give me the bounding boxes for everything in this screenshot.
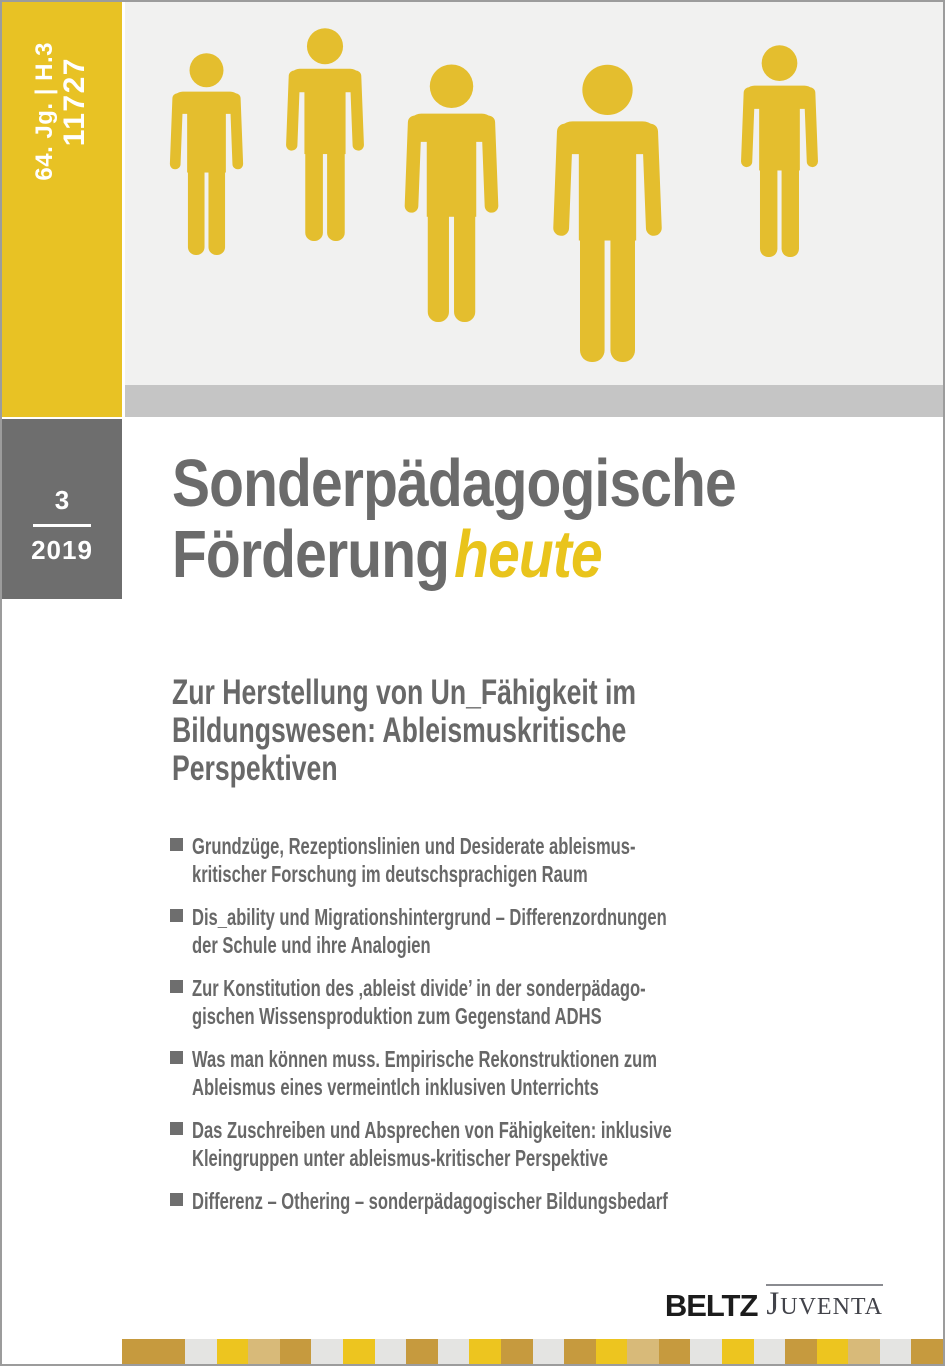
contents-item-line: Kleingruppen unter ableismus-kritischer … <box>192 1145 608 1171</box>
contents-item-text: Grundzüge, Rezeptionslinien und Desidera… <box>192 832 672 888</box>
square-bullet-icon <box>170 1051 183 1064</box>
issue-divider-line <box>33 524 91 527</box>
contents-item-text: Was man können muss. Empirische Rekonstr… <box>192 1045 672 1101</box>
article-title-line3: Perspektiven <box>172 749 338 788</box>
issue-year: 2019 <box>31 535 93 565</box>
contents-item-text: Dis_ability und Migrationshintergrund – … <box>192 903 672 959</box>
journal-title-word: Förderung <box>172 517 450 592</box>
contents-item-line: Dis_ability und Migrationshintergrund – … <box>192 904 667 930</box>
issue-box: 3 2019 <box>2 419 122 599</box>
stripe-segment <box>879 1339 912 1364</box>
stripe-segment <box>627 1339 659 1364</box>
person-icon <box>738 44 821 257</box>
footer-stripe <box>122 1339 944 1364</box>
person-icon <box>549 63 666 362</box>
journal-title-accent: heute <box>454 517 602 592</box>
stripe-segment <box>500 1339 533 1364</box>
square-bullet-icon <box>170 1122 183 1135</box>
contents-item-text: Zur Konstitution des ‚ableist divide’ in… <box>192 974 672 1030</box>
article-title-line1: Zur Herstellung von Un_Fähigkeit im <box>172 673 637 712</box>
juventa-initial: J <box>766 1286 781 1322</box>
stripe-segment <box>437 1339 470 1364</box>
publisher-logo: BELTZ JUVENTA <box>665 1284 883 1321</box>
list-item: Das Zuschreiben und Absprechen von Fähig… <box>170 1116 858 1172</box>
stripe-segment <box>343 1339 375 1364</box>
stripe-segment <box>911 1339 944 1364</box>
stripe-segment <box>816 1339 849 1364</box>
stripe-segment <box>564 1339 596 1364</box>
stripe-segment <box>122 1339 186 1364</box>
volume-issue-label: 64. Jg. | H.3 <box>31 42 58 181</box>
juventa-rest: UVENTA <box>780 1294 883 1320</box>
stripe-segment <box>785 1339 817 1364</box>
stripe-segment <box>311 1339 344 1364</box>
contents-item-line: Differenz – Othering – sonderpädagogisch… <box>192 1188 668 1214</box>
stripe-segment <box>374 1339 407 1364</box>
stripe-segment <box>690 1339 722 1364</box>
masthead-bar <box>2 2 122 417</box>
divider-strip <box>125 385 943 417</box>
contents-item-line: der Schule und ihre Analogien <box>192 932 431 958</box>
stripe-segment <box>532 1339 565 1364</box>
contents-item-line: Ableismus eines vermeintlch inklusiven U… <box>192 1074 599 1100</box>
issue-number: 3 <box>54 485 70 515</box>
contents-item-line: Zur Konstitution des ‚ableist divide’ in… <box>192 975 646 1001</box>
contents-item-text: Das Zuschreiben und Absprechen von Fähig… <box>192 1116 672 1172</box>
beltz-logo-text: BELTZ <box>664 1288 759 1323</box>
stripe-segment <box>721 1339 754 1364</box>
stripe-segment <box>216 1339 249 1364</box>
list-item: Was man können muss. Empirische Rekonstr… <box>170 1045 858 1101</box>
article-title: Zur Herstellung von Un_Fähigkeit im Bild… <box>172 674 783 788</box>
contents-item-line: Das Zuschreiben und Absprechen von Fähig… <box>192 1117 672 1143</box>
contents-list: Grundzüge, Rezeptionslinien und Desidera… <box>170 832 858 1230</box>
square-bullet-icon <box>170 1193 183 1206</box>
postal-number-label: 11727 <box>58 57 91 147</box>
square-bullet-icon <box>170 838 183 851</box>
journal-title: Sonderpädagogische Förderungheute <box>172 448 835 590</box>
stripe-segment <box>753 1339 786 1364</box>
list-item: Grundzüge, Rezeptionslinien und Desidera… <box>170 832 858 888</box>
stripe-segment <box>406 1339 438 1364</box>
list-item: Differenz – Othering – sonderpädagogisch… <box>170 1187 858 1215</box>
contents-item-line: gischen Wissensproduktion zum Gegenstand… <box>192 1003 602 1029</box>
stripe-segment <box>595 1339 628 1364</box>
person-icon <box>283 27 367 241</box>
contents-item-line: Was man können muss. Empirische Rekonstr… <box>192 1046 658 1072</box>
figures-panel <box>125 2 943 385</box>
journal-title-line2: Förderungheute <box>172 519 736 590</box>
stripe-segment <box>279 1339 312 1364</box>
stripe-segment <box>848 1339 880 1364</box>
article-title-line2: Bildungswesen: Ableismuskritische <box>172 711 627 750</box>
list-item: Dis_ability und Migrationshintergrund – … <box>170 903 858 959</box>
juventa-logo-text: JUVENTA <box>766 1284 883 1321</box>
contents-item-line: kritischer Forschung im deutschsprachige… <box>192 861 588 887</box>
contents-item-line: Grundzüge, Rezeptionslinien und Desidera… <box>192 833 636 859</box>
contents-item-text: Differenz – Othering – sonderpädagogisch… <box>192 1187 672 1215</box>
person-icon <box>167 52 246 255</box>
stripe-segment <box>185 1339 217 1364</box>
journal-title-line1: Sonderpädagogische <box>172 446 737 521</box>
masthead-info: 64. Jg. | H.3 11727 <box>2 2 122 417</box>
square-bullet-icon <box>170 980 183 993</box>
stripe-segment <box>248 1339 280 1364</box>
person-icon <box>401 63 502 322</box>
square-bullet-icon <box>170 909 183 922</box>
stripe-segment <box>469 1339 501 1364</box>
list-item: Zur Konstitution des ‚ableist divide’ in… <box>170 974 858 1030</box>
stripe-segment <box>658 1339 691 1364</box>
